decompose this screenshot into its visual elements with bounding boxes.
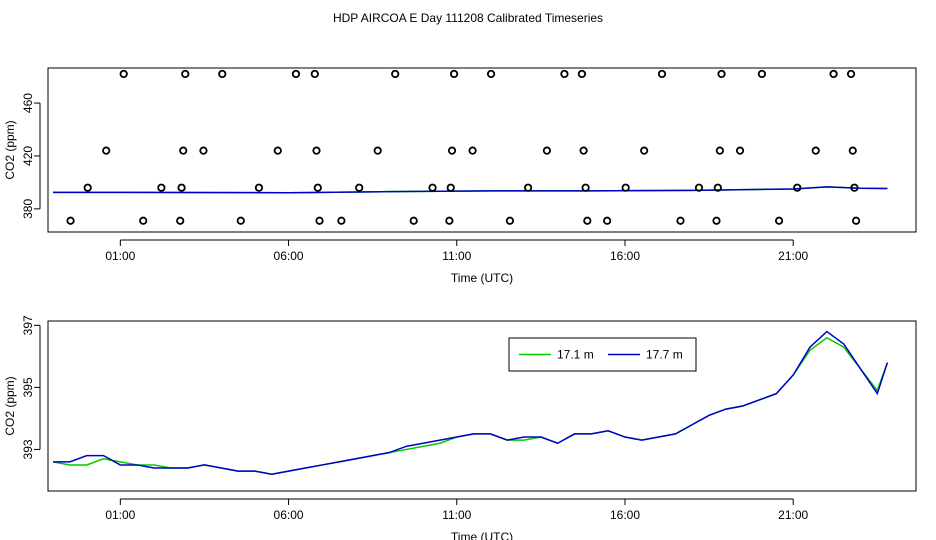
calibration-point: [218, 69, 227, 79]
calibration-point: [313, 183, 322, 192]
calibration-point: [505, 216, 515, 225]
x-tick-label: 06:00: [274, 508, 304, 522]
calibration-point: [581, 183, 590, 192]
timeseries-panel: 01:00 06:00 11:00 16:00 21:00 Time (UTC) 393 39…: [3, 315, 917, 540]
calibration-point: [139, 216, 148, 225]
calibration-point: [119, 69, 128, 79]
legend-label: 17.1 m: [557, 348, 594, 362]
x-tick-label: 06:00: [274, 249, 304, 263]
y-tick-label: 460: [21, 93, 35, 113]
calibration-point: [447, 146, 457, 155]
calibration-point: [579, 146, 588, 155]
calibration-point: [676, 216, 685, 225]
calibration-point: [312, 146, 321, 155]
calibration-point: [468, 146, 477, 155]
x-axis-label: Time (UTC): [451, 271, 513, 285]
calibration-point: [621, 183, 630, 192]
calibration-point: [542, 146, 552, 155]
calibration-point: [829, 69, 838, 79]
calibration-point: [179, 146, 188, 155]
calibration-point: [254, 183, 264, 192]
calibration-point: [391, 69, 400, 79]
y-axis-label: CO2 (ppm): [3, 376, 17, 435]
series-line-17-7: [53, 330, 889, 476]
x-tick-label: 01:00: [105, 508, 135, 522]
calibration-point: [846, 69, 856, 79]
calibration-point: [486, 69, 496, 79]
calibration-point: [66, 216, 75, 225]
calibration-point: [657, 69, 667, 79]
x-tick-label: 11:00: [442, 508, 471, 522]
y-tick-label: 420: [21, 146, 35, 166]
calibration-point: [373, 146, 382, 155]
calibration-point: [774, 216, 784, 225]
x-tick-label: 16:00: [610, 508, 640, 522]
calibration-point: [850, 183, 859, 192]
x-tick-label: 21:00: [778, 508, 808, 522]
calibration-point: [523, 183, 533, 192]
calibration-point: [603, 216, 612, 225]
calibration-point: [852, 216, 861, 225]
calibration-point: [355, 183, 364, 192]
y-tick-label: 395: [21, 377, 35, 397]
calibration-point: [157, 183, 166, 192]
y-tick-label: 393: [21, 439, 35, 459]
calibration-point: [583, 216, 592, 225]
calibration-point: [337, 216, 346, 225]
calibration-point: [199, 146, 208, 155]
calibration-point: [445, 216, 454, 225]
calibration-point: [102, 146, 111, 155]
calibration-point: [577, 69, 587, 79]
legend-label: 17.7 m: [646, 348, 683, 362]
calibration-point: [449, 69, 459, 79]
x-tick-label: 21:00: [778, 249, 808, 263]
baseline-line-17-7: [53, 186, 888, 194]
x-tick-label: 01:00: [105, 249, 135, 263]
calibration-point: [291, 69, 301, 79]
calibration-point: [83, 183, 92, 192]
calibration-point: [793, 183, 802, 192]
series-line-17-1: [52, 336, 889, 476]
calibration-point: [712, 216, 721, 225]
calibration-point: [273, 146, 282, 155]
y-tick-label: 397: [21, 315, 35, 335]
calibration-point: [236, 216, 245, 225]
calibration-point: [181, 69, 190, 79]
calibration-point: [715, 146, 724, 155]
chart-title: HDP AIRCOA E Day 111208 Calibrated Times…: [333, 11, 603, 25]
calibration-point: [560, 69, 569, 79]
calibration-point: [640, 146, 649, 155]
calibration-point: [409, 216, 418, 225]
x-axis-label: Time (UTC): [451, 530, 513, 540]
calibration-point: [717, 69, 726, 79]
calibration-point: [848, 146, 857, 155]
calibration-point: [811, 146, 820, 155]
calibration-panel: 01:00 06:00 11:00 16:00 21:00 Time (UTC) 380 42…: [3, 67, 917, 285]
y-tick-label: 380: [21, 199, 35, 219]
calibration-point: [713, 183, 722, 192]
calibration-point: [176, 216, 185, 225]
calibration-point: [310, 69, 319, 79]
calibration-point: [735, 146, 745, 155]
calibration-point: [757, 69, 767, 79]
calibration-point: [428, 183, 437, 192]
calibration-point: [446, 183, 455, 192]
y-axis-label: CO2 (ppm): [3, 120, 17, 179]
calibration-point: [694, 183, 704, 192]
calibration-point: [315, 216, 324, 225]
plot-frame: [47, 320, 917, 492]
x-tick-label: 11:00: [442, 249, 471, 263]
calibration-point: [177, 183, 186, 192]
x-tick-label: 16:00: [610, 249, 640, 263]
legend: 17.1 m 17.7 m: [508, 337, 697, 372]
plot-frame: [47, 67, 917, 233]
